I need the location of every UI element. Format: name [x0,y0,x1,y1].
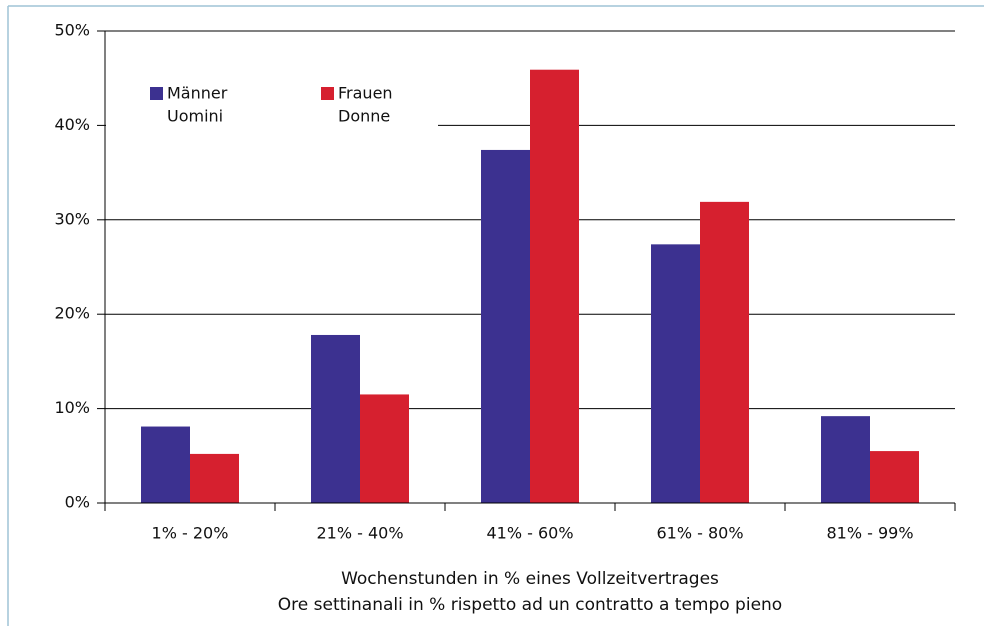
y-tick-label: 10% [54,398,90,417]
bar [141,426,190,503]
legend-label: Uomini [167,107,223,126]
bar [190,453,239,503]
y-tick-label: 30% [54,209,90,228]
x-tick-label: 81% - 99% [826,524,913,543]
bar [821,416,870,503]
legend-label: Frauen [338,84,393,103]
x-axis-label: Ore settinanali in % rispetto ad un cont… [278,595,782,615]
bar [311,334,360,503]
legend-swatch [321,87,334,100]
legend-swatch [150,87,163,100]
legend-label: Donne [338,107,390,126]
x-tick-label: 41% - 60% [486,524,573,543]
legend-box [106,62,438,140]
bar [700,201,749,503]
bar [481,149,530,503]
legend-label: Männer [167,84,228,103]
y-tick-label: 0% [65,493,90,512]
bar [530,69,579,503]
y-tick-label: 40% [54,115,90,134]
x-tick-label: 61% - 80% [656,524,743,543]
y-tick-label: 20% [54,304,90,323]
bar [651,244,700,503]
x-tick-label: 21% - 40% [316,524,403,543]
x-axis-label: Wochenstunden in % eines Vollzeitvertrag… [341,569,719,589]
bar [360,394,409,503]
x-tick-label: 1% - 20% [152,524,229,543]
bar [870,451,919,503]
y-tick-label: 50% [54,21,90,40]
